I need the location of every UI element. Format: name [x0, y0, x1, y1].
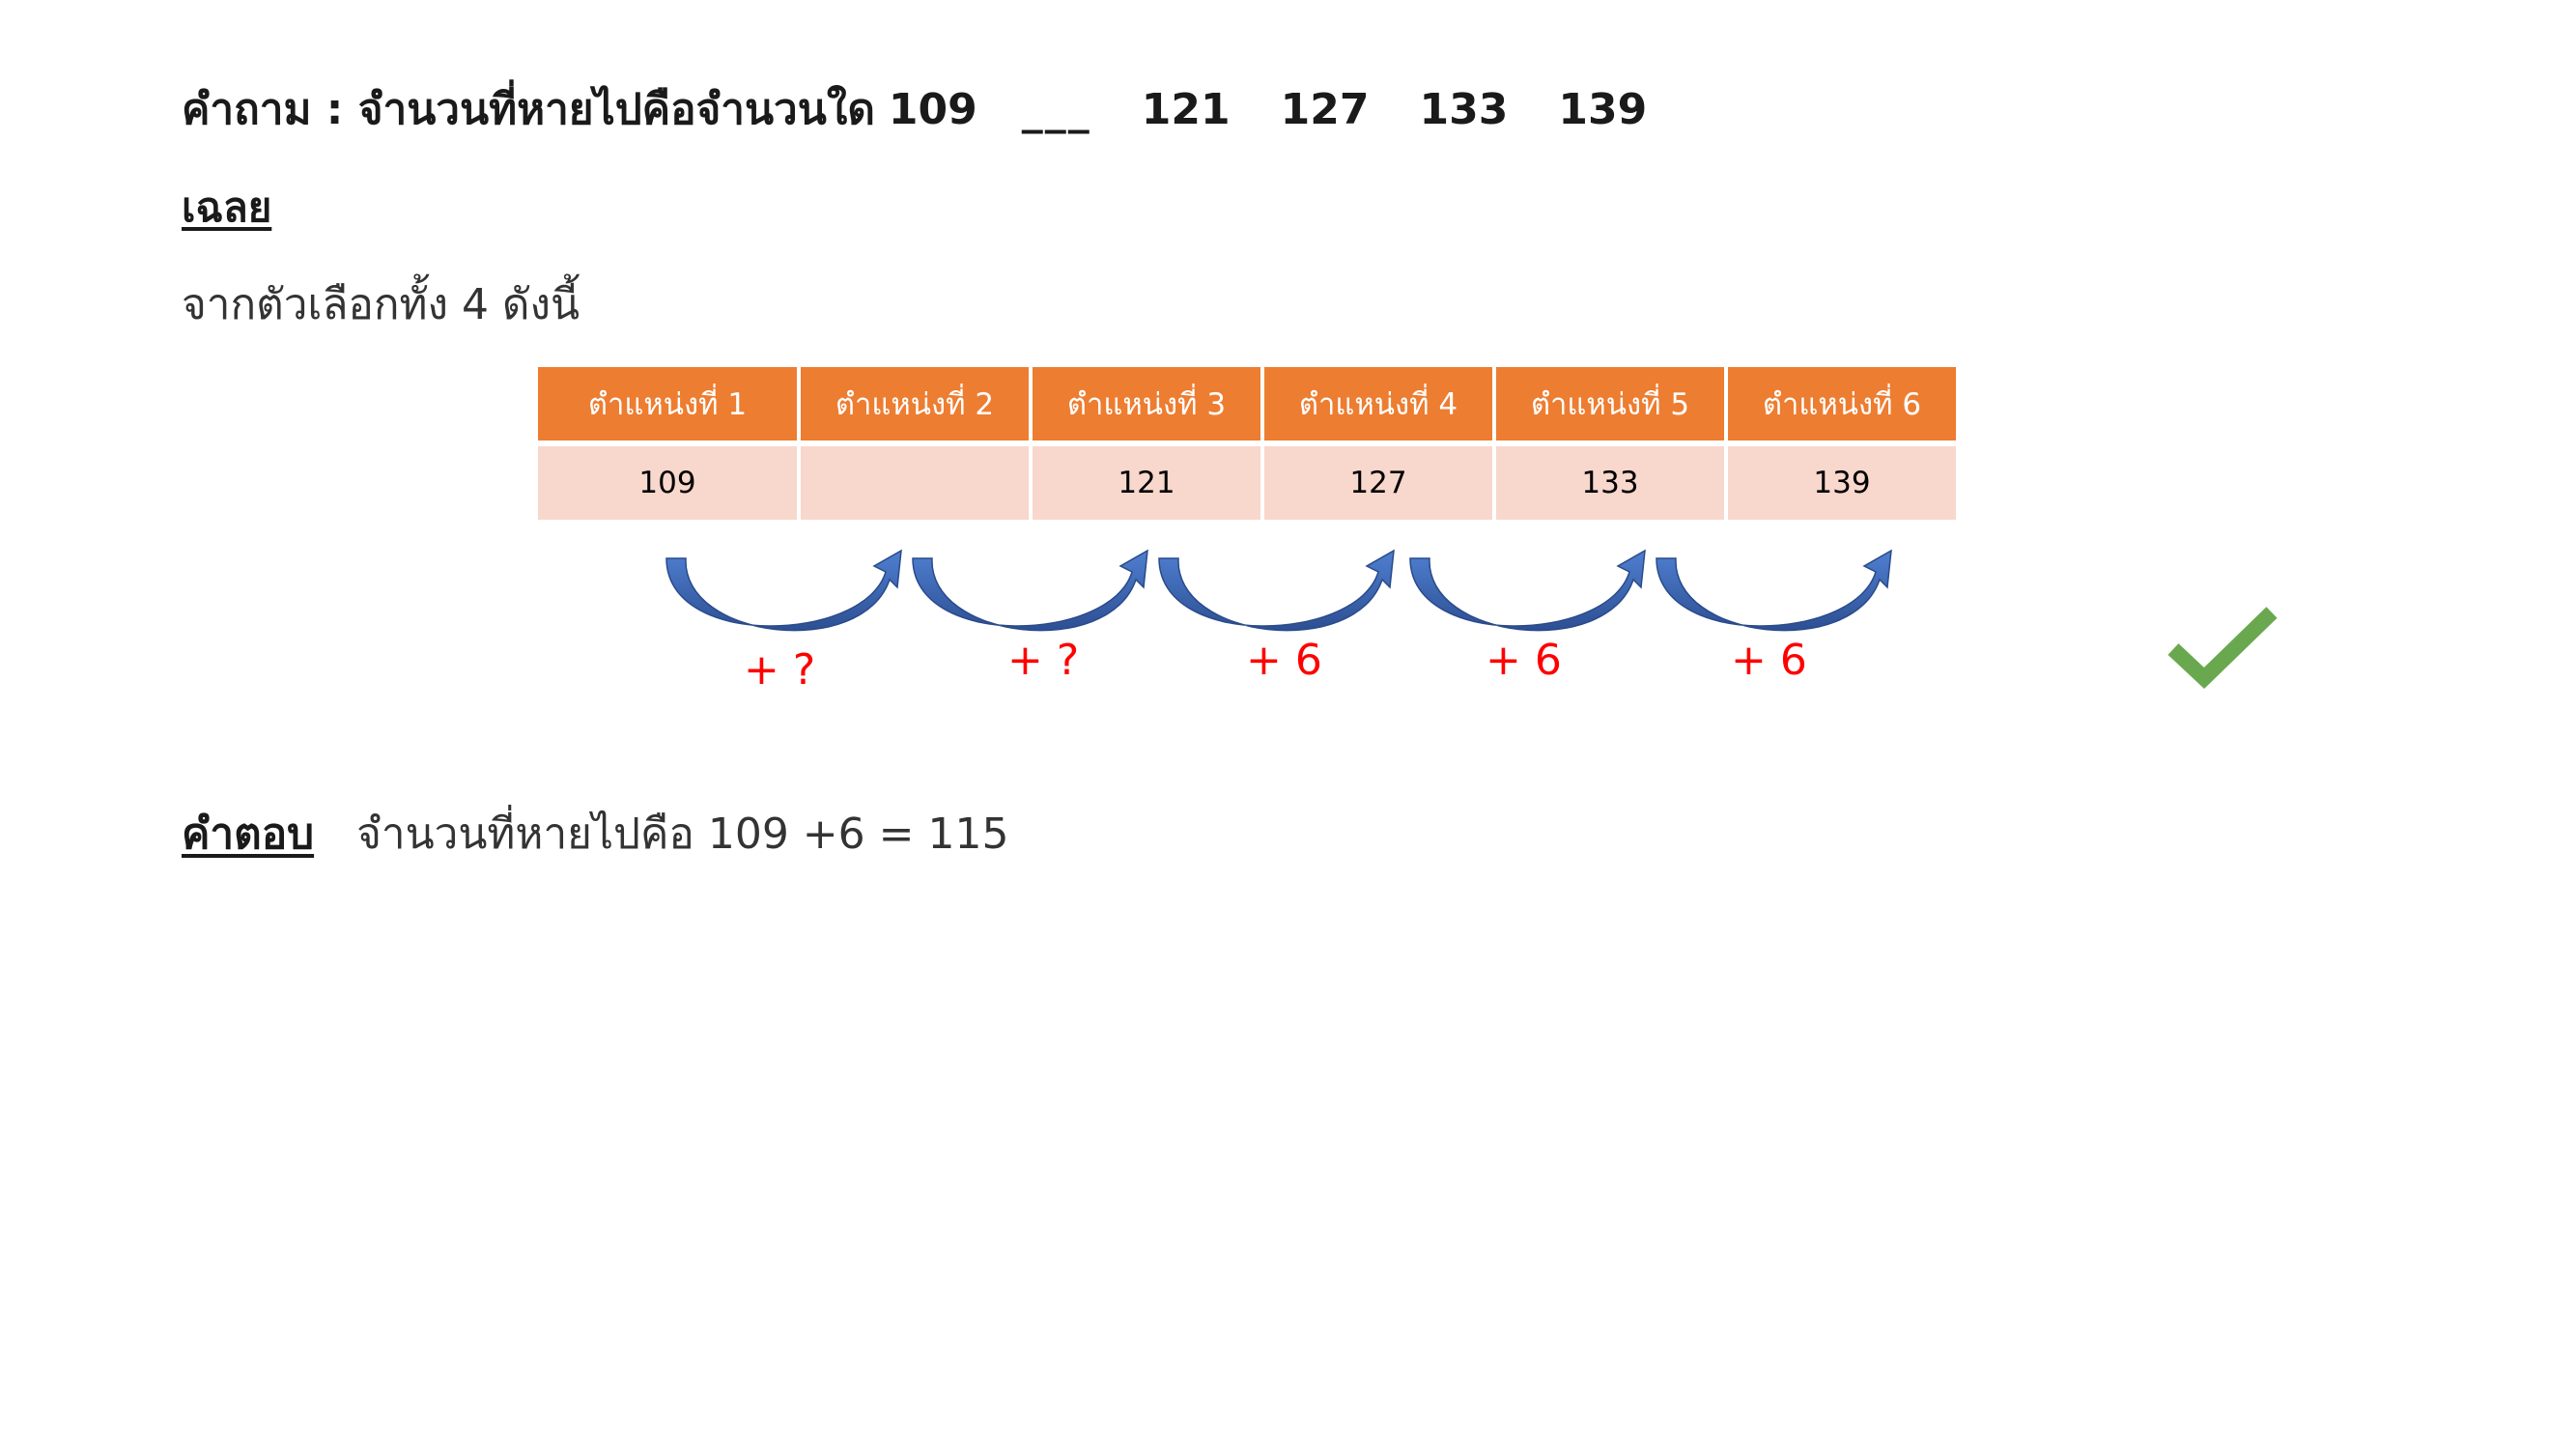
- answer-text: จำนวนที่หายไปคือ 109 +6 = 115: [356, 810, 1009, 859]
- step-label-3: + 6: [1246, 636, 1322, 685]
- sequence-blank: ___: [1021, 85, 1091, 134]
- step-label-1: + ?: [744, 645, 816, 695]
- curved-arrow-icon: [665, 549, 902, 632]
- table-header-cell: ตำแหน่งที่ 1: [538, 367, 797, 440]
- table-cell-missing: [801, 440, 1029, 520]
- table-cell: 127: [1264, 440, 1492, 520]
- sequence-item-3: 121: [1141, 85, 1231, 134]
- table-header-cell: ตำแหน่งที่ 6: [1728, 367, 1956, 440]
- table-header-cell: ตำแหน่งที่ 4: [1264, 367, 1492, 440]
- answer-label: คำตอบ: [182, 810, 315, 859]
- curved-arrow-icon: [912, 549, 1148, 632]
- step-label-5: + 6: [1731, 636, 1807, 685]
- table-cell: 133: [1496, 440, 1724, 520]
- question-line: คำถาม : จำนวนที่หายไปคือจำนวนใด 109 ___ …: [182, 75, 1647, 143]
- table-cell: 109: [538, 440, 797, 520]
- answer-line: คำตอบ จำนวนที่หายไปคือ 109 +6 = 115: [182, 800, 1008, 867]
- table-cell: 139: [1728, 440, 1956, 520]
- curved-arrow-icon: [1656, 549, 1892, 632]
- sequence-item-6: 139: [1558, 85, 1648, 134]
- table-header-row: ตำแหน่งที่ 1 ตำแหน่งที่ 2 ตำแหน่งที่ 3 ต…: [538, 367, 1956, 440]
- solution-heading: เฉลย: [182, 184, 272, 231]
- table-cell: 121: [1033, 440, 1260, 520]
- sequence-item-1: 109: [888, 85, 977, 134]
- table-row: 109 121 127 133 139: [538, 440, 1956, 520]
- curved-arrow-icon: [1409, 549, 1646, 632]
- sequence-item-4: 127: [1280, 85, 1370, 134]
- step-arrows: [665, 549, 1892, 632]
- table-header-cell: ตำแหน่งที่ 3: [1033, 367, 1260, 440]
- question-prefix: คำถาม : จำนวนที่หายไปคือจำนวนใด: [182, 85, 875, 134]
- checkmark-icon: [2167, 607, 2278, 690]
- step-label-4: + 6: [1486, 636, 1562, 685]
- sequence-item-5: 133: [1419, 85, 1509, 134]
- intro-text: จากตัวเลือกทั้ง 4 ดังนี้: [182, 280, 580, 329]
- table-header-cell: ตำแหน่งที่ 2: [801, 367, 1029, 440]
- step-label-2: + ?: [1007, 636, 1080, 685]
- curved-arrow-icon: [1158, 549, 1395, 632]
- table-header-cell: ตำแหน่งที่ 5: [1496, 367, 1724, 440]
- position-table: ตำแหน่งที่ 1 ตำแหน่งที่ 2 ตำแหน่งที่ 3 ต…: [534, 367, 1960, 520]
